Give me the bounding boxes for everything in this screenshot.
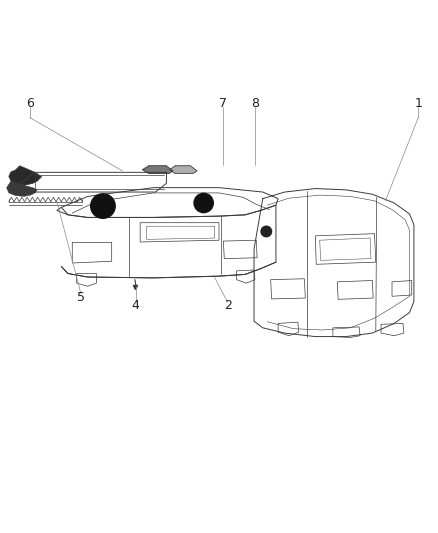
Polygon shape [7,181,37,197]
Polygon shape [142,166,173,174]
Polygon shape [9,166,42,185]
Text: 5: 5 [77,290,85,304]
Polygon shape [170,166,197,174]
Circle shape [261,226,272,237]
Circle shape [91,194,115,219]
Text: 4: 4 [132,300,140,312]
Text: 1: 1 [414,97,422,110]
Text: 6: 6 [26,97,34,110]
Text: 8: 8 [251,97,259,110]
Text: 2: 2 [224,300,232,312]
Text: 7: 7 [219,97,227,110]
Circle shape [194,193,213,213]
